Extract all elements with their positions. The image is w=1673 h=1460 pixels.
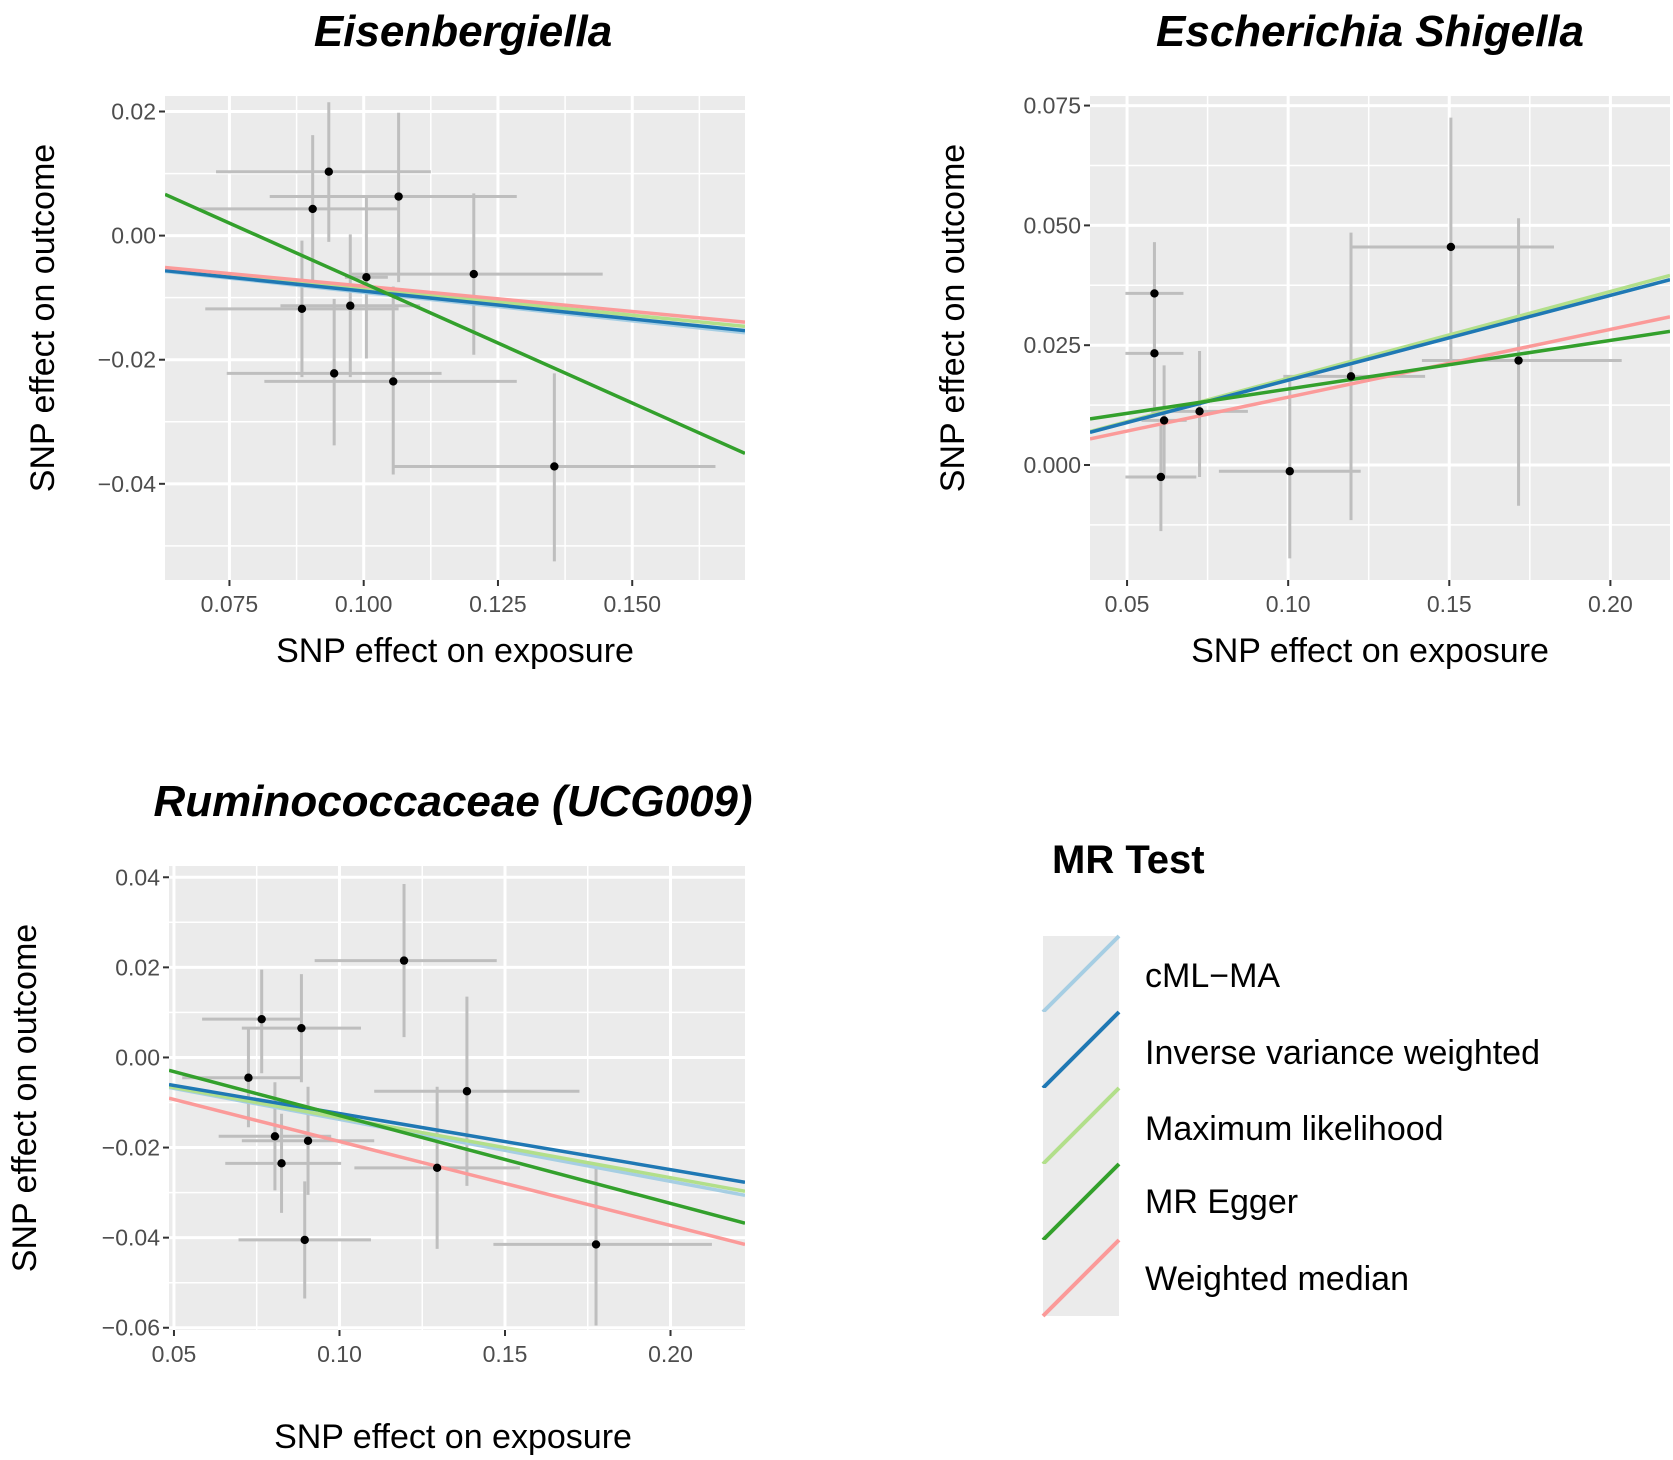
chart-title: Ruminococcaceae (UCG009) — [153, 777, 752, 826]
y-tick-label: 0.025 — [1023, 332, 1081, 358]
legend-key-line — [1041, 1162, 1121, 1242]
data-point — [399, 956, 409, 965]
x-tick-label: 0.15 — [1427, 591, 1472, 617]
x-tick-label: 0.125 — [469, 591, 527, 617]
data-point — [1156, 472, 1166, 482]
x-tick-label: 0.10 — [1266, 591, 1311, 617]
y-tick-label: −0.06 — [102, 1315, 160, 1341]
x-tick-label: 0.075 — [201, 591, 259, 617]
regression-line-maximum-likelihood — [169, 1084, 745, 1193]
data-point — [303, 1136, 313, 1145]
legend-key-line — [1041, 1010, 1121, 1090]
y-axis-title: SNP effect on outcome — [934, 144, 972, 492]
y-tick-label: −0.04 — [98, 471, 156, 497]
regression-line-weighted-median — [165, 265, 745, 324]
y-tick-label: 0.00 — [111, 223, 156, 249]
data-point — [394, 192, 403, 201]
regression-line-weighted-median — [169, 1096, 745, 1247]
y-tick-label: −0.02 — [102, 1135, 160, 1161]
data-point — [257, 1014, 266, 1024]
data-point — [389, 377, 398, 386]
regression-line-mr-egger — [1090, 329, 1670, 421]
y-tick-label: 0.02 — [115, 954, 160, 980]
x-tick-label: 0.15 — [483, 1341, 528, 1367]
x-tick-label: 0.05 — [152, 1341, 197, 1367]
x-tick-label: 0.20 — [648, 1341, 693, 1367]
y-tick-label: −0.02 — [98, 347, 156, 373]
regression-line-inverse-variance-weighted — [165, 268, 745, 333]
legend: MR Test cML−MA Inverse variance weighted M… — [1041, 838, 1540, 1318]
y-tick-label: 0.075 — [1023, 93, 1081, 119]
y-axis-title: SNP effect on outcome — [24, 144, 62, 492]
data-point — [308, 204, 317, 214]
data-point — [324, 167, 333, 176]
data-point — [462, 1087, 472, 1096]
legend-title: MR Test — [1052, 838, 1205, 882]
data-point — [277, 1159, 286, 1168]
y-axis-title: SNP effect on outcome — [6, 924, 44, 1272]
data-point — [270, 1132, 280, 1141]
regression-line-weighted-median — [1090, 315, 1670, 441]
chart-panel-eisenbergiella: Eisenbergiella 0.075 0.100 0.125 0.150 0.02… — [24, 7, 745, 670]
legend-label: Maximum likelihood — [1145, 1110, 1444, 1148]
chart-panel-ruminococcaceae-ucg009: Ruminococcaceae (UCG009) 0.05 0.10 0.15 0.2… — [6, 777, 753, 1456]
chart-panel-escherichia-shigella: Escherichia Shigella 0.05 0.10 0.15 0.20 0.… — [934, 7, 1670, 670]
legend-key-line — [1041, 934, 1121, 1014]
data-point — [297, 304, 307, 314]
data-point — [1150, 349, 1159, 358]
regression-line-mr-egger — [169, 1068, 745, 1225]
data-point — [297, 1023, 306, 1033]
data-point — [1195, 407, 1204, 416]
data-point — [1159, 416, 1169, 425]
data-point — [1446, 242, 1456, 252]
regression-line-inverse-variance-weighted — [169, 1082, 745, 1184]
data-point — [591, 1240, 601, 1249]
data-point — [1150, 289, 1159, 298]
legend-label: cML−MA — [1145, 957, 1280, 995]
x-axis-title: SNP effect on exposure — [276, 632, 634, 670]
legend-label: Inverse variance weighted — [1145, 1034, 1540, 1072]
plot-area — [169, 866, 745, 1330]
data-point — [1285, 467, 1294, 476]
data-point — [550, 462, 559, 471]
legend-key-line — [1041, 1238, 1121, 1318]
regression-line-inverse-variance-weighted — [1090, 277, 1670, 435]
legend-label: Weighted median — [1145, 1260, 1409, 1298]
chart-title: Escherichia Shigella — [1156, 7, 1584, 56]
data-point — [1346, 372, 1356, 381]
x-tick-label: 0.150 — [603, 591, 661, 617]
y-tick-label: 0.04 — [115, 864, 160, 890]
chart-title: Eisenbergiella — [314, 7, 612, 56]
data-point — [346, 301, 355, 310]
x-tick-label: 0.100 — [335, 591, 393, 617]
regression-line-mr-egger — [165, 192, 745, 455]
y-tick-label: 0.00 — [115, 1044, 160, 1070]
x-tick-label: 0.20 — [1588, 591, 1633, 617]
data-point — [432, 1163, 442, 1173]
y-tick-label: 0.02 — [111, 99, 156, 125]
x-axis-title: SNP effect on exposure — [274, 1418, 632, 1456]
data-point — [362, 272, 371, 282]
y-tick-label: 0.050 — [1023, 212, 1081, 238]
plot-area — [1090, 96, 1670, 580]
data-point — [329, 369, 339, 378]
x-tick-label: 0.10 — [317, 1341, 362, 1367]
y-tick-label: −0.04 — [102, 1225, 160, 1251]
y-tick-label: 0.000 — [1023, 452, 1081, 478]
data-point — [244, 1073, 253, 1082]
data-point — [469, 269, 478, 279]
regression-line-maximum-likelihood — [165, 267, 745, 329]
data-point — [300, 1235, 309, 1245]
legend-key-line — [1041, 1086, 1121, 1166]
x-axis-title: SNP effect on exposure — [1191, 632, 1549, 670]
data-point — [1514, 356, 1523, 365]
plot-area — [165, 96, 745, 580]
x-tick-label: 0.05 — [1105, 591, 1150, 617]
legend-label: MR Egger — [1145, 1183, 1298, 1221]
